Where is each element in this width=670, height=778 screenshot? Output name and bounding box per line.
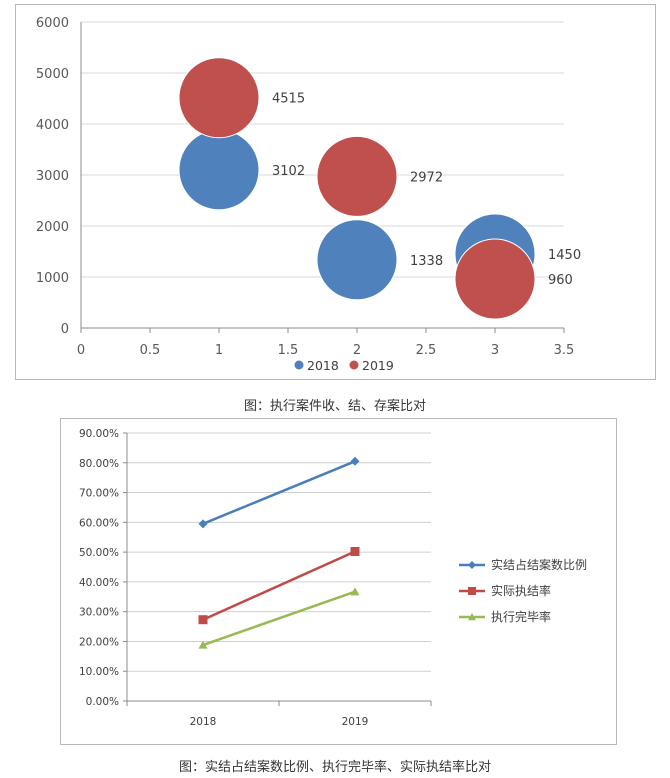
bubble-chart: 0 1000 2000 3000 4000 5000 6000 0 0.5 1 1.5 2 2.5 3 3.… bbox=[36, 16, 581, 373]
y-tick-label: 1000 bbox=[36, 271, 69, 286]
y-tick-label: 2000 bbox=[36, 220, 69, 235]
x-tick-label: 2 bbox=[353, 343, 361, 358]
y-tick-label: 5000 bbox=[36, 67, 69, 82]
y-tick-label: 30.00% bbox=[79, 607, 119, 619]
y-tick-label: 70.00% bbox=[79, 488, 119, 500]
y-tick-label: 6000 bbox=[36, 16, 69, 31]
y-tick-label: 0 bbox=[61, 322, 69, 337]
x-tick-label: 2019 bbox=[342, 716, 369, 728]
y-tick-label: 50.00% bbox=[79, 547, 119, 559]
data-point-1-1 bbox=[350, 547, 360, 557]
x-tick-label: 3 bbox=[491, 343, 499, 358]
series-line-1 bbox=[202, 550, 356, 621]
y-tick-label: 4000 bbox=[36, 118, 69, 133]
x-tick-label: 3.5 bbox=[554, 343, 575, 358]
data-point-2-0 bbox=[198, 640, 208, 649]
data-point-0-1 bbox=[350, 456, 360, 466]
legend-label: 实结占结案数比例 bbox=[491, 557, 587, 572]
y-tick-label: 90.00% bbox=[79, 428, 119, 440]
data-point-0-0 bbox=[198, 519, 208, 529]
data-label: 2972 bbox=[410, 170, 443, 185]
series-line-2 bbox=[202, 590, 356, 647]
y-tick-label: 60.00% bbox=[79, 517, 119, 529]
line-chart-caption: 图：实结占结案数比例、执行完毕率、实际执结率比对 bbox=[178, 760, 491, 775]
bubble-2019-2 bbox=[454, 238, 536, 320]
legend-marker-0 bbox=[468, 561, 476, 569]
y-tick-label: 80.00% bbox=[79, 458, 119, 470]
data-label: 4515 bbox=[272, 92, 305, 107]
y-tick-label: 20.00% bbox=[79, 636, 119, 648]
x-tick-label: 2.5 bbox=[416, 343, 437, 358]
bubble-2018-0 bbox=[178, 129, 260, 211]
data-label: 3102 bbox=[272, 164, 305, 179]
legend-label: 2019 bbox=[362, 358, 394, 373]
data-label: 960 bbox=[548, 273, 573, 288]
line-chart: 0.00% 10.00% 20.00% 30.00% 40.00% 50.00% 60.00… bbox=[79, 428, 587, 728]
y-tick-label: 40.00% bbox=[79, 577, 119, 589]
data-point-2-1 bbox=[350, 587, 360, 596]
legend-marker-2018 bbox=[294, 360, 304, 370]
legend-marker-2 bbox=[468, 613, 476, 621]
x-tick-label: 1 bbox=[215, 343, 223, 358]
data-point-1-0 bbox=[198, 615, 208, 625]
y-tick-label: 0.00% bbox=[86, 696, 119, 708]
x-tick-label: 0 bbox=[77, 343, 85, 358]
y-tick-label: 10.00% bbox=[79, 666, 119, 678]
legend-label: 执行完毕率 bbox=[491, 609, 551, 624]
x-tick-label: 0.5 bbox=[140, 343, 161, 358]
bubble-chart-caption: 图：执行案件收、结、存案比对 bbox=[243, 399, 426, 414]
x-tick-label: 2018 bbox=[190, 716, 217, 728]
data-label: 1450 bbox=[548, 248, 581, 263]
legend-label: 2018 bbox=[307, 358, 339, 373]
series-line-0 bbox=[202, 460, 356, 525]
bubble-2018-1 bbox=[316, 219, 398, 301]
x-tick-label: 1.5 bbox=[278, 343, 299, 358]
y-tick-label: 3000 bbox=[36, 169, 69, 184]
data-label: 1338 bbox=[410, 254, 443, 269]
line-chart-frame: 0.00% 10.00% 20.00% 30.00% 40.00% 50.00% 60.00… bbox=[60, 418, 617, 745]
bubble-2019-0 bbox=[178, 57, 260, 139]
legend-label: 实际执结率 bbox=[491, 583, 551, 598]
bubble-chart-frame: 0 1000 2000 3000 4000 5000 6000 0 0.5 1 1.5 2 2.5 3 3.… bbox=[15, 4, 656, 380]
legend-marker-1 bbox=[468, 587, 476, 595]
legend-marker-2019 bbox=[349, 360, 359, 370]
bubble-2019-1 bbox=[316, 135, 398, 217]
